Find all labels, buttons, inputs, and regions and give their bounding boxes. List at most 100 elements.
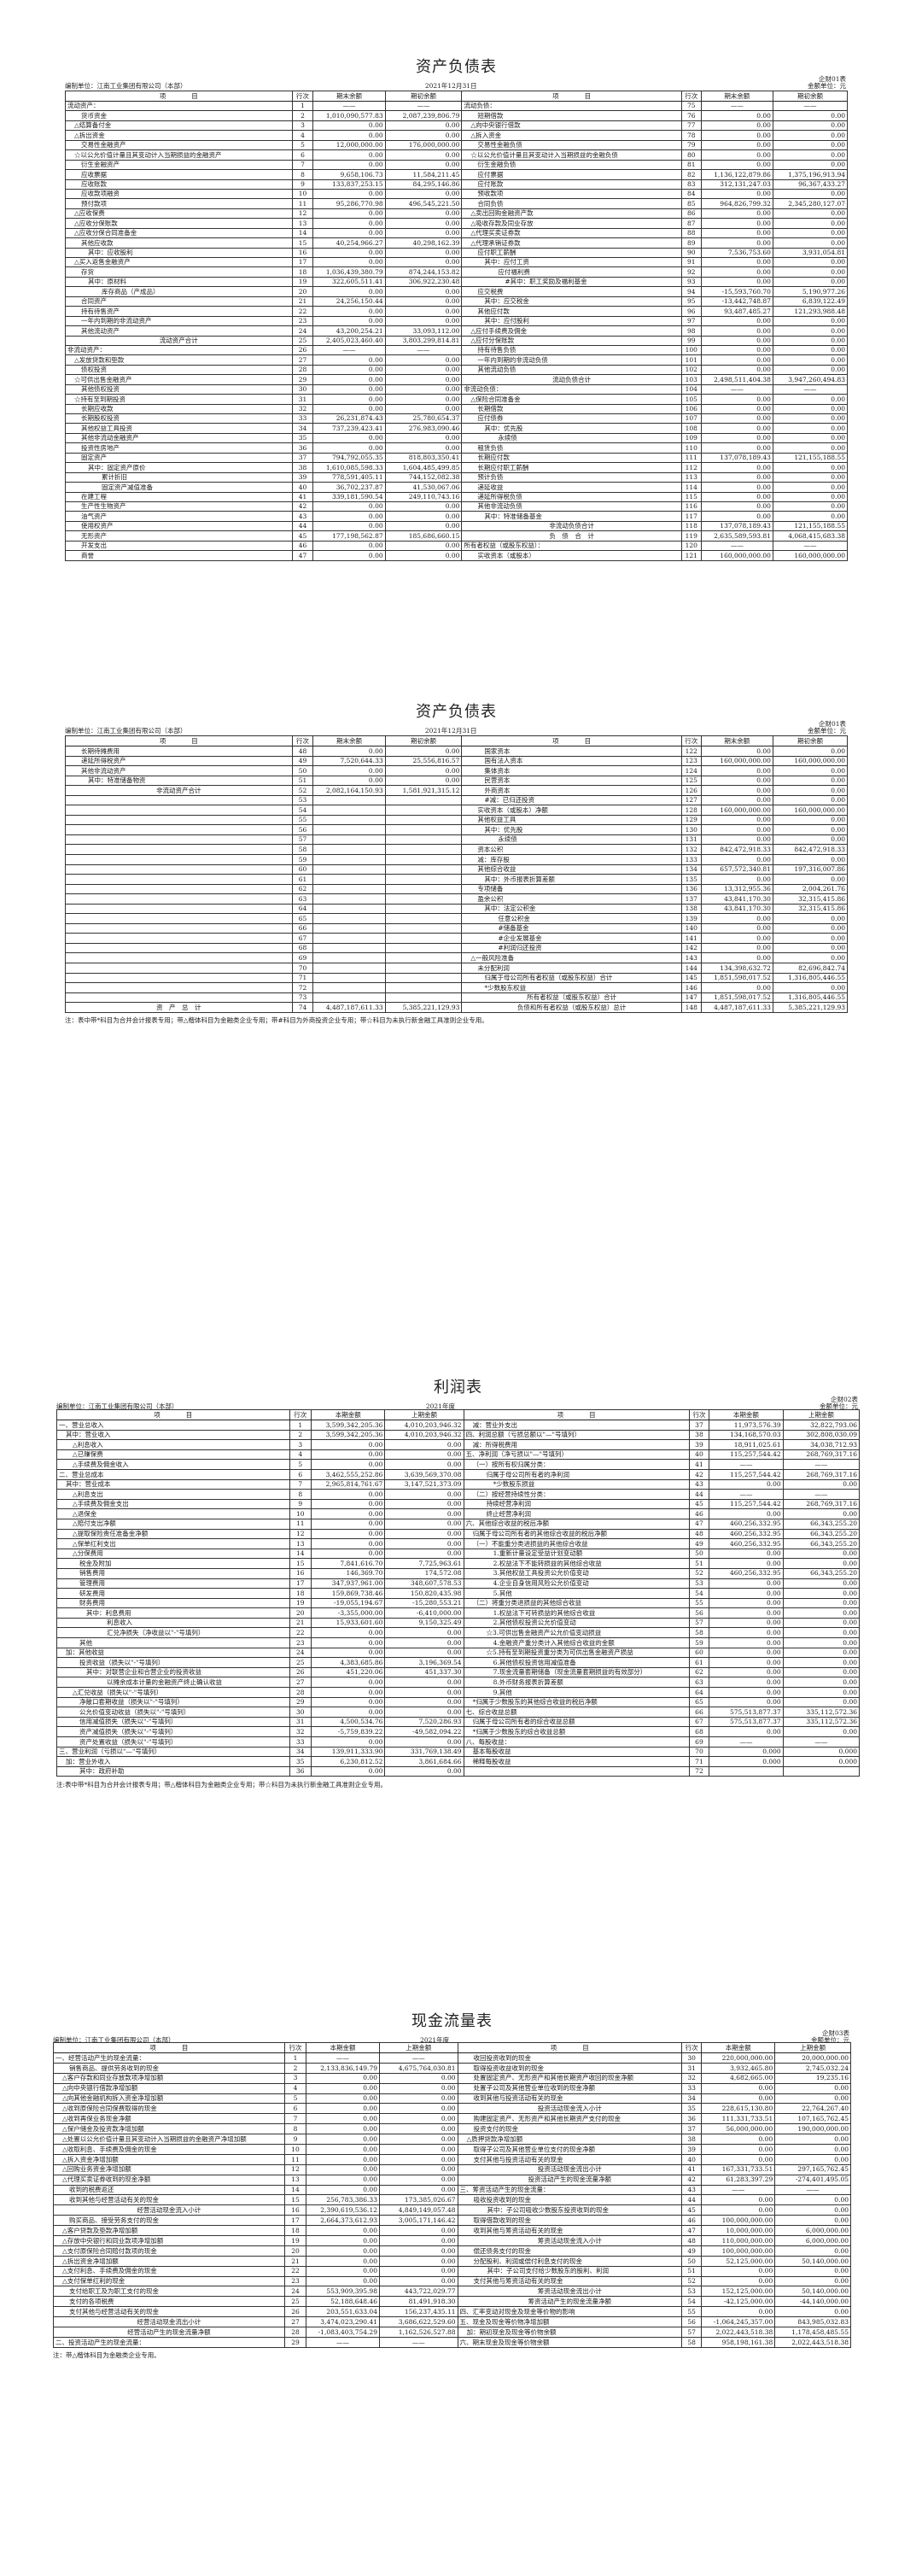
row-number: 106 bbox=[680, 403, 702, 415]
current-amount: 0.00 bbox=[306, 2072, 380, 2084]
row-label: 实收资本（或股本） bbox=[461, 550, 682, 561]
row-number: 13 bbox=[283, 2174, 307, 2186]
row-label: （一）按所有权归属分类： bbox=[463, 1459, 690, 1470]
current-amount: 0.00 bbox=[700, 394, 773, 405]
row-label: 汇兑净损失（净收益以"-"号填列） bbox=[56, 1627, 290, 1639]
prior-amount: 306,922,230.48 bbox=[384, 276, 463, 288]
row-label: △保单红利支出 bbox=[56, 1538, 290, 1549]
prior-amount: 0.000 bbox=[782, 1756, 861, 1767]
prior-amount: 2,004,261.76 bbox=[772, 883, 849, 895]
table-row: △支付保单红利的现金 23 0.00 0.00 支付其他与筹资活动有关的现金 52 0.00… bbox=[53, 2275, 851, 2287]
prior-amount: 249,110,743.16 bbox=[384, 491, 463, 502]
prior-header: 期初余额 bbox=[772, 91, 849, 102]
row-label: 八、每股收益： bbox=[463, 1736, 690, 1748]
row-label: 4.金融资产重分类计入其他综合收益的金额 bbox=[463, 1637, 690, 1648]
prior-amount bbox=[384, 933, 463, 944]
prior-amount: 0.00 bbox=[774, 2093, 851, 2105]
row-label: 销售费用 bbox=[56, 1567, 290, 1579]
footnote: 注：带△楷体科目为金融类企业专用。 bbox=[53, 2351, 160, 2360]
table-row: 其他 23 0.00 0.00 4.金融资产重分类计入其他综合收益的金额 59 0.00 0.… bbox=[56, 1637, 861, 1648]
row-label: 专项储备 bbox=[461, 883, 682, 895]
prior-amount: 0.00 bbox=[384, 746, 463, 757]
prior-amount: 66,343,255.20 bbox=[782, 1538, 861, 1549]
current-amount: 0.00 bbox=[306, 2103, 380, 2115]
current-amount: 0.00 bbox=[700, 775, 773, 787]
prior-amount: 0.00 bbox=[384, 296, 463, 307]
row-label: 其中：外币报表折算差额 bbox=[461, 874, 682, 885]
line-no-header: 行次 bbox=[688, 1409, 710, 1420]
current-amount: 0.00 bbox=[700, 746, 773, 757]
row-label: 取得投资收益收到的现金 bbox=[457, 2062, 682, 2074]
prior-amount bbox=[384, 844, 463, 855]
row-label: 流动负债： bbox=[461, 100, 682, 112]
current-amount: 0.00 bbox=[312, 511, 386, 522]
row-label: 长期待摊费用 bbox=[65, 746, 293, 757]
row-label: 流动资产： bbox=[65, 100, 293, 112]
row-number: 37 bbox=[680, 2123, 703, 2135]
row-label: 8.外币财务报表折算差额 bbox=[463, 1677, 690, 1689]
row-label: 支付给职工及为职工支付的现金 bbox=[53, 2286, 285, 2298]
table-row: 递延所得税资产 49 7,520,644.33 25,556,816.57 国有法人资本… bbox=[65, 755, 849, 767]
item-header: 项 目 bbox=[457, 2042, 682, 2053]
current-amount: 0.00 bbox=[310, 1498, 386, 1510]
row-label: △支付原保险合同赔付款项的现金 bbox=[53, 2245, 285, 2257]
row-number: 6 bbox=[283, 2103, 307, 2115]
current-amount: 0.00 bbox=[700, 159, 773, 171]
row-number: 30 bbox=[291, 383, 314, 395]
current-amount: 0.00 bbox=[700, 403, 773, 415]
prior-amount: 0.00 bbox=[782, 1548, 861, 1560]
current-amount bbox=[312, 933, 386, 944]
row-label bbox=[65, 903, 293, 915]
row-label: 减：营业外支出 bbox=[463, 1420, 690, 1431]
row-label: 其中：优先股 bbox=[461, 423, 682, 434]
table-row: ☆持有至到期投资 31 0.00 0.00 △保险合同准备金 105 0.00 0.00 bbox=[65, 394, 849, 405]
table-row: 其中：特准储备物资 51 0.00 0.00 民营资本 125 0.00 0.00 bbox=[65, 775, 849, 787]
row-number: 123 bbox=[680, 755, 702, 767]
prior-amount: 50,140,000.00 bbox=[774, 2255, 851, 2267]
line-no-header: 行次 bbox=[283, 2042, 307, 2053]
current-amount: 0.00 bbox=[700, 824, 773, 835]
current-amount: 0.00 bbox=[312, 540, 386, 552]
row-label: △支付保单红利的现金 bbox=[53, 2275, 285, 2287]
table-row: △支付利息、手续费及佣金的现金 22 0.00 0.00 其中：子公司支付给少数股东的股… bbox=[53, 2265, 851, 2277]
prior-amount: 0.00 bbox=[378, 2265, 458, 2277]
row-number: 47 bbox=[688, 1518, 710, 1530]
row-label: 其中：法定公积金 bbox=[461, 903, 682, 915]
table-row: 57 永续债 131 0.00 0.00 bbox=[65, 834, 849, 846]
current-amount: 2,635,589,593.81 bbox=[700, 530, 773, 542]
row-label: 其中：固定资产原价 bbox=[65, 462, 293, 473]
row-label: △退保金 bbox=[56, 1508, 290, 1519]
table-row: 存货 18 1,036,439,380.79 874,244,153.82 应付福利费 9… bbox=[65, 266, 849, 278]
table-row: 其他非流动金融资产 35 0.00 0.00 永续债 109 0.00 0.00 bbox=[65, 432, 849, 444]
row-label: 任意公积金 bbox=[461, 913, 682, 924]
row-number: 56 bbox=[688, 1607, 710, 1619]
current-amount: 4,500,534.76 bbox=[310, 1716, 386, 1728]
row-number: 37 bbox=[291, 452, 314, 464]
current-amount: 0.00 bbox=[306, 2235, 380, 2246]
row-label: 商誉 bbox=[65, 550, 293, 561]
prior-amount: 2,022,443,518.38 bbox=[774, 2336, 851, 2348]
current-amount: 0.00 bbox=[709, 1578, 784, 1590]
row-number: 29 bbox=[283, 2336, 307, 2348]
current-amount bbox=[312, 922, 386, 934]
row-number: 28 bbox=[283, 2327, 307, 2338]
row-number: 41 bbox=[680, 2163, 703, 2175]
prior-amount: 5,190,977.26 bbox=[772, 286, 849, 297]
prior-amount: 0.00 bbox=[772, 482, 849, 493]
prior-amount: 0.00 bbox=[384, 1707, 464, 1718]
table-row: 衍生金融资产 7 0.00 0.00 衍生金融负债 81 0.00 0.00 bbox=[65, 159, 849, 171]
current-amount: 575,513,877.37 bbox=[709, 1707, 784, 1718]
current-amount: 110,000,000.00 bbox=[701, 2235, 776, 2246]
row-number: 72 bbox=[291, 982, 314, 993]
prior-amount: 156,237,435.11 bbox=[378, 2306, 458, 2318]
row-label: 投资支付的现金 bbox=[457, 2123, 682, 2135]
amount-unit: 金额单位：元 bbox=[808, 727, 846, 735]
row-number: 104 bbox=[680, 383, 702, 395]
row-number: 45 bbox=[688, 1498, 710, 1510]
row-label bbox=[65, 972, 293, 984]
row-number: 17 bbox=[291, 256, 314, 268]
prior-amount: 0.00 bbox=[774, 2134, 851, 2146]
prior-amount: 0.00 bbox=[772, 775, 849, 787]
current-amount: 0.00 bbox=[312, 550, 386, 561]
prior-amount: 0.00 bbox=[772, 208, 849, 220]
